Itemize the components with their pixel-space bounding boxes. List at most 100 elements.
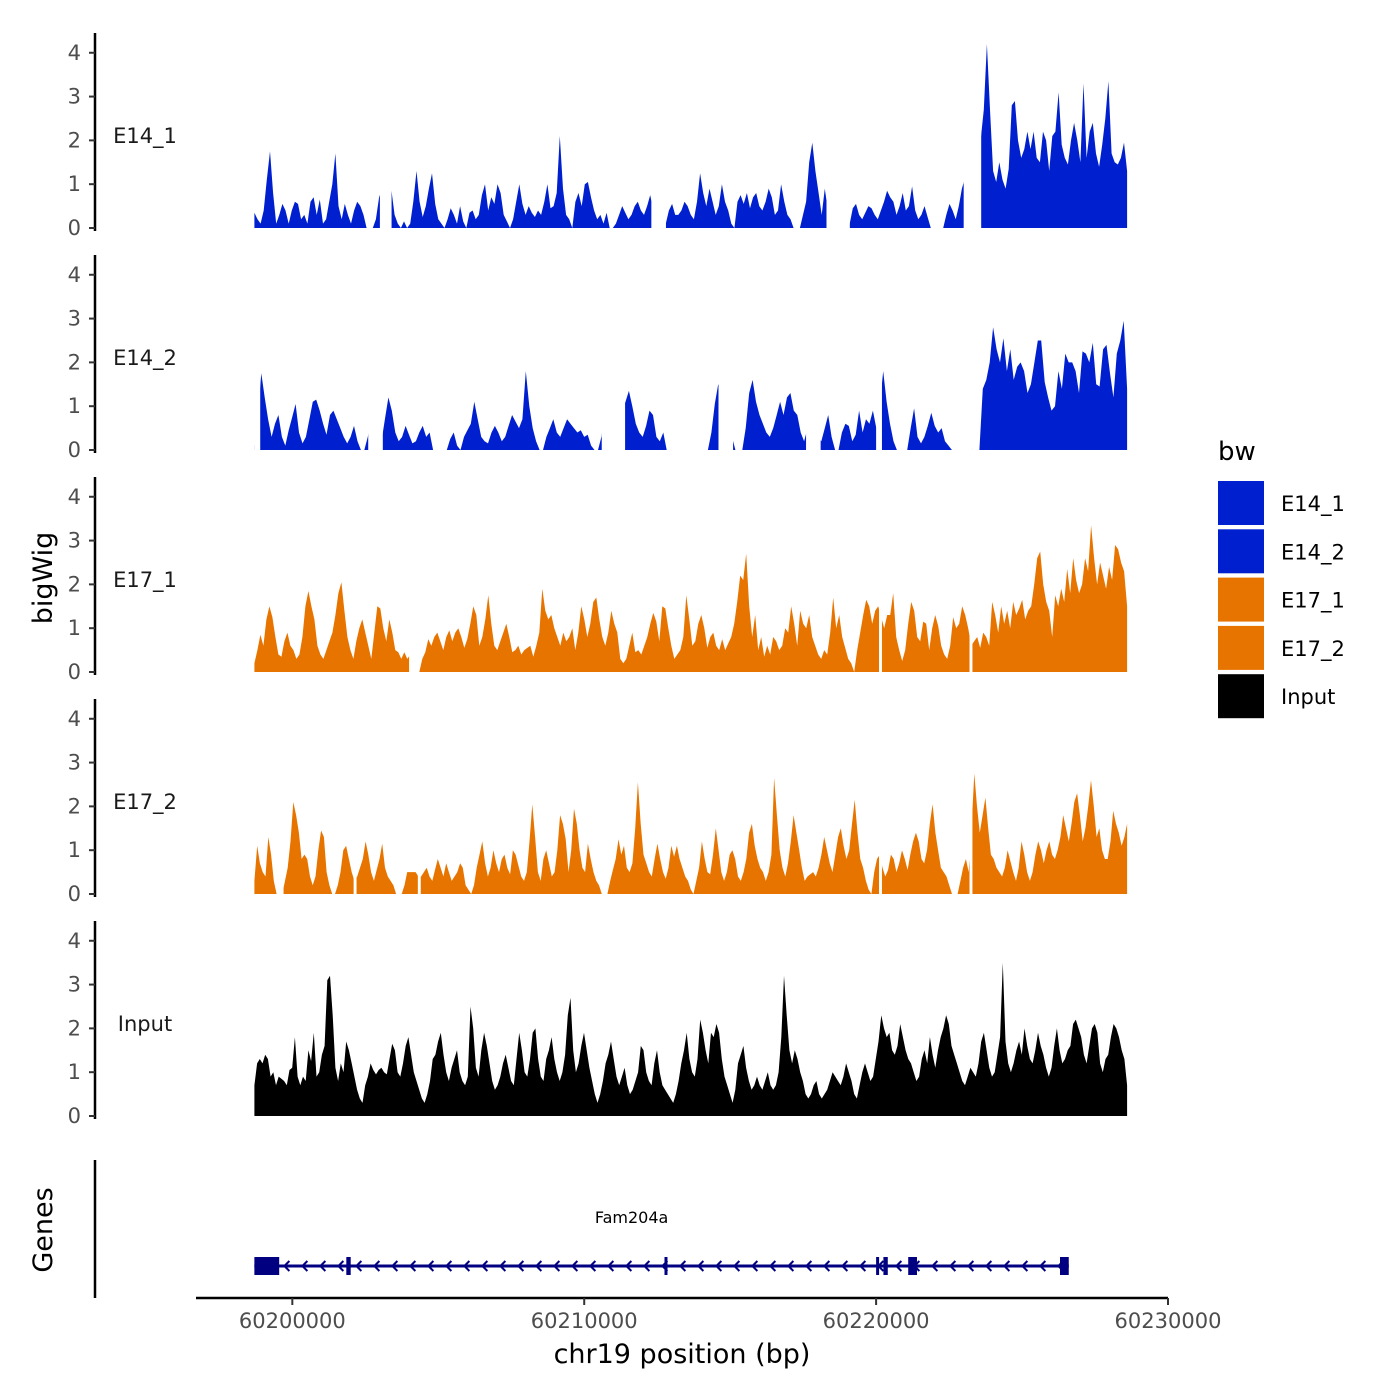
strand-arrow (786, 1260, 795, 1272)
exon (664, 1257, 668, 1275)
track-E17_1: 0 1 2 3 4 E17_1 (68, 477, 1128, 684)
strand-arrow (480, 1260, 489, 1272)
strand-arrow (570, 1260, 579, 1272)
y-tick-label: 4 (68, 41, 81, 65)
strand-arrow (894, 1260, 903, 1272)
y-tick-label: 3 (68, 973, 81, 997)
legend: bw E14_1 E14_2 E17_1 E17_2 Input (1218, 437, 1345, 719)
coverage-gap (254, 255, 261, 451)
strand-arrow (768, 1260, 777, 1272)
track-E14_1: 0 1 2 3 4 E14_1 (68, 33, 1128, 240)
coverage-gap (879, 699, 882, 895)
legend-label-E14_1: E14_1 (1281, 492, 1345, 517)
legend-label-E14_2: E14_2 (1281, 540, 1345, 565)
y-tick-label: 0 (68, 660, 81, 684)
strand-arrow (534, 1260, 543, 1272)
strand-arrow (966, 1260, 975, 1272)
signal-area-E17_2 (254, 773, 1128, 894)
y-tick-label: 4 (68, 263, 81, 287)
coverage-gap (353, 699, 357, 895)
legend-key-E14_2 (1218, 529, 1264, 574)
legend-key-E17_1 (1218, 577, 1264, 622)
coverage-gap (969, 477, 973, 673)
x-tick-label: 60220000 (823, 1309, 930, 1333)
y-tick-label: 0 (68, 216, 81, 240)
coverage-gap (280, 699, 284, 895)
y-tick-label: 1 (68, 1060, 81, 1084)
coverage-gap (826, 33, 850, 229)
coverage-gap (876, 255, 882, 451)
exon (883, 1257, 888, 1275)
legend-label-E17_1: E17_1 (1281, 589, 1345, 614)
legend-key-E14_1 (1218, 481, 1264, 525)
strand-arrow (714, 1260, 723, 1272)
strand-arrow (642, 1260, 651, 1272)
strand-arrow (948, 1260, 957, 1272)
coverage-gap (879, 477, 882, 673)
track-label-E14_2: E14_2 (113, 346, 177, 371)
x-tick-label: 60230000 (1115, 1309, 1222, 1333)
coverage-gap (417, 699, 421, 895)
y-tick-label: 3 (68, 307, 81, 331)
strand-arrow (840, 1260, 849, 1272)
exon (254, 1257, 280, 1275)
legend-title: bw (1218, 437, 1256, 467)
track-label-Input: Input (118, 1012, 172, 1036)
y-tick-label: 2 (68, 1016, 81, 1040)
strand-arrow (300, 1260, 309, 1272)
strand-arrow (696, 1260, 705, 1272)
strand-arrow (408, 1260, 417, 1272)
strand-arrow (552, 1260, 561, 1272)
strand-arrow (804, 1260, 813, 1272)
strand-arrow (750, 1260, 759, 1272)
strand-arrow (1020, 1260, 1029, 1272)
exon (876, 1257, 880, 1275)
strand-arrow (282, 1260, 291, 1272)
track-label-E17_1: E17_1 (113, 568, 177, 593)
legend-label-Input: Input (1281, 685, 1335, 709)
coverage-gap (718, 255, 734, 451)
y-tick-label: 2 (68, 794, 81, 818)
coverage-gap (806, 255, 821, 451)
gene-track: Fam204a (93, 1160, 1069, 1298)
y-tick-label: 1 (68, 394, 81, 418)
exon (346, 1257, 351, 1275)
track-label-E17_2: E17_2 (113, 790, 177, 815)
strand-arrow (390, 1260, 399, 1272)
y-axis-title: bigWig (28, 532, 59, 625)
x-tick-label: 60200000 (239, 1309, 346, 1333)
y-tick-label: 0 (68, 882, 81, 906)
x-tick-label: 60210000 (531, 1309, 638, 1333)
strand-arrow (858, 1260, 867, 1272)
strand-arrow (930, 1260, 939, 1272)
signal-area-E14_2 (254, 320, 1128, 450)
track-Input: 0 1 2 3 4 Input (68, 921, 1128, 1128)
strand-arrow (498, 1260, 507, 1272)
strand-arrow (624, 1260, 633, 1272)
y-tick-label: 4 (68, 929, 81, 953)
y-tick-label: 1 (68, 616, 81, 640)
y-tick-label: 3 (68, 529, 81, 553)
coverage-gap (957, 255, 973, 451)
y-tick-label: 2 (68, 350, 81, 374)
signal-area-E14_1 (254, 44, 1128, 228)
exon (1060, 1257, 1069, 1275)
strand-arrow (822, 1260, 831, 1272)
strand-arrow (1002, 1260, 1011, 1272)
signal-area-Input (254, 962, 1128, 1116)
x-axis-title: chr19 position (bp) (554, 1339, 811, 1370)
legend-label-E17_2: E17_2 (1281, 637, 1345, 662)
y-tick-label: 0 (68, 438, 81, 462)
strand-arrow (732, 1260, 741, 1272)
y-tick-label: 2 (68, 128, 81, 152)
exon (908, 1257, 917, 1275)
coverage-gap (969, 699, 973, 895)
y-tick-label: 1 (68, 838, 81, 862)
strand-arrow (1038, 1260, 1047, 1272)
y-tick-label: 4 (68, 707, 81, 731)
y-tick-label: 2 (68, 572, 81, 596)
coverage-gap (651, 33, 666, 229)
strand-arrow (678, 1260, 687, 1272)
track-E14_2: 0 1 2 3 4 E14_2 (68, 255, 1128, 462)
